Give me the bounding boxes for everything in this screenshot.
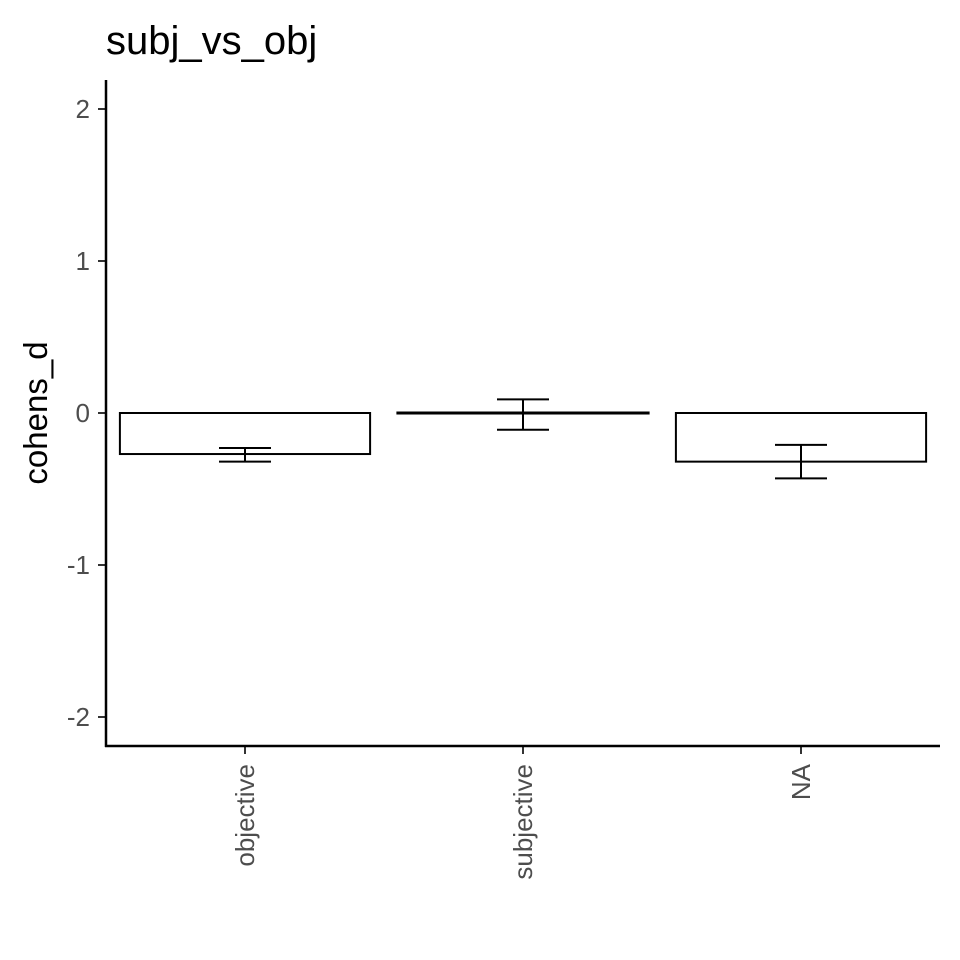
y-tick-label: 1 xyxy=(76,246,90,276)
y-tick-label: 0 xyxy=(76,398,90,428)
y-axis-label: cohens_d xyxy=(17,341,54,484)
axes-layer: objective subjective NA -2 -1 0 1 2 xyxy=(67,80,940,880)
x-tick-label-subjective: subjective xyxy=(508,764,538,880)
x-tick-label-na: NA xyxy=(786,763,816,800)
chart-title: subj_vs_obj xyxy=(106,19,317,63)
errorbars-layer xyxy=(219,398,827,480)
x-tick-label-objective: objective xyxy=(230,764,260,867)
y-tick-label: -2 xyxy=(67,702,90,732)
y-tick-label: 2 xyxy=(76,94,90,124)
y-tick-label: -1 xyxy=(67,550,90,580)
